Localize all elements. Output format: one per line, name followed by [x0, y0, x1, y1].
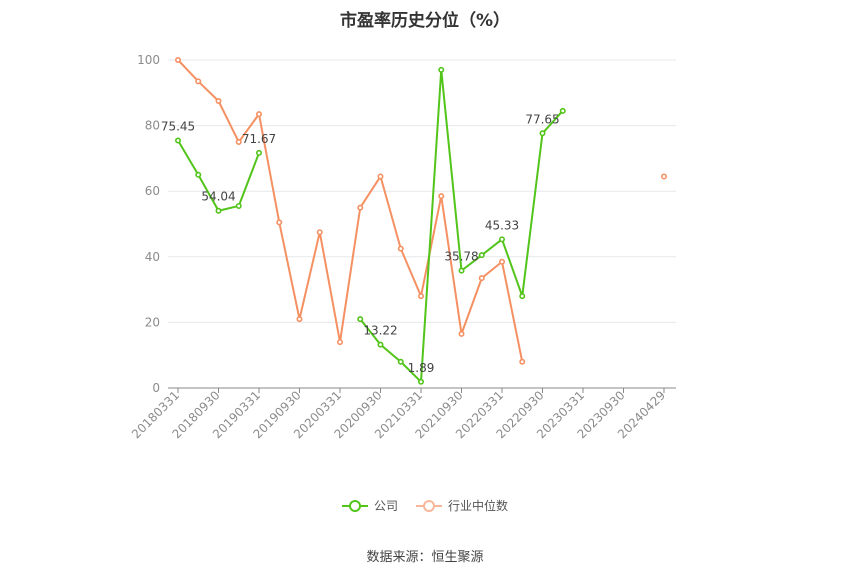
data-label: 75.45	[161, 120, 195, 134]
data-point	[478, 252, 485, 259]
legend: 公司 行业中位数	[0, 497, 850, 514]
data-point	[559, 107, 566, 114]
y-tick-label: 20	[145, 315, 160, 329]
legend-industry-label: 行业中位数	[448, 499, 509, 513]
data-point	[478, 275, 485, 282]
legend-company-label: 公司	[373, 499, 398, 513]
data-point	[539, 130, 546, 137]
data-label: 77.65	[525, 112, 559, 126]
legend-item-company[interactable]: 公司	[341, 497, 398, 514]
data-point	[255, 111, 262, 118]
y-tick-label: 60	[145, 184, 160, 198]
data-point	[336, 339, 343, 346]
data-point	[175, 56, 182, 63]
data-point	[458, 267, 465, 274]
y-tick-label: 40	[145, 250, 160, 264]
data-point	[195, 171, 202, 178]
source-note: 数据来源：恒生聚源	[366, 550, 484, 565]
data-point	[519, 358, 526, 365]
data-point	[377, 173, 384, 180]
data-label: 1.89	[408, 361, 435, 375]
data-point	[397, 358, 404, 365]
data-point	[215, 98, 222, 105]
data-point	[175, 137, 182, 144]
data-point	[660, 173, 667, 180]
data-point	[438, 66, 445, 73]
data-point	[377, 341, 384, 348]
data-point	[498, 258, 505, 265]
data-label: 54.04	[201, 190, 235, 204]
data-point	[235, 202, 242, 209]
data-label: 45.33	[485, 218, 519, 232]
legend-company-icon	[341, 499, 368, 512]
series-line	[177, 59, 524, 362]
data-point	[498, 236, 505, 243]
data-point	[255, 149, 262, 156]
data-point	[215, 207, 222, 214]
data-point	[458, 330, 465, 337]
legend-item-industry[interactable]: 行业中位数	[416, 497, 508, 514]
data-label: 71.67	[242, 132, 276, 146]
data-point	[417, 378, 424, 385]
legend-industry-icon	[416, 499, 442, 512]
data-point	[438, 193, 445, 200]
data-point	[195, 78, 202, 85]
data-point	[235, 139, 242, 146]
data-point	[316, 229, 323, 236]
data-point	[519, 293, 526, 300]
y-tick-label: 100	[137, 53, 160, 67]
data-point	[357, 204, 364, 211]
chart-title: 市盈率历史分位（%）	[339, 11, 511, 31]
data-point	[276, 219, 283, 226]
data-point	[417, 293, 424, 300]
data-label: 13.22	[363, 324, 397, 338]
y-tick-label: 80	[145, 119, 160, 133]
data-point	[296, 316, 303, 323]
data-label: 35.78	[444, 250, 478, 264]
data-point	[397, 245, 404, 252]
y-tick-label: 0	[152, 381, 160, 395]
data-point	[357, 316, 364, 323]
